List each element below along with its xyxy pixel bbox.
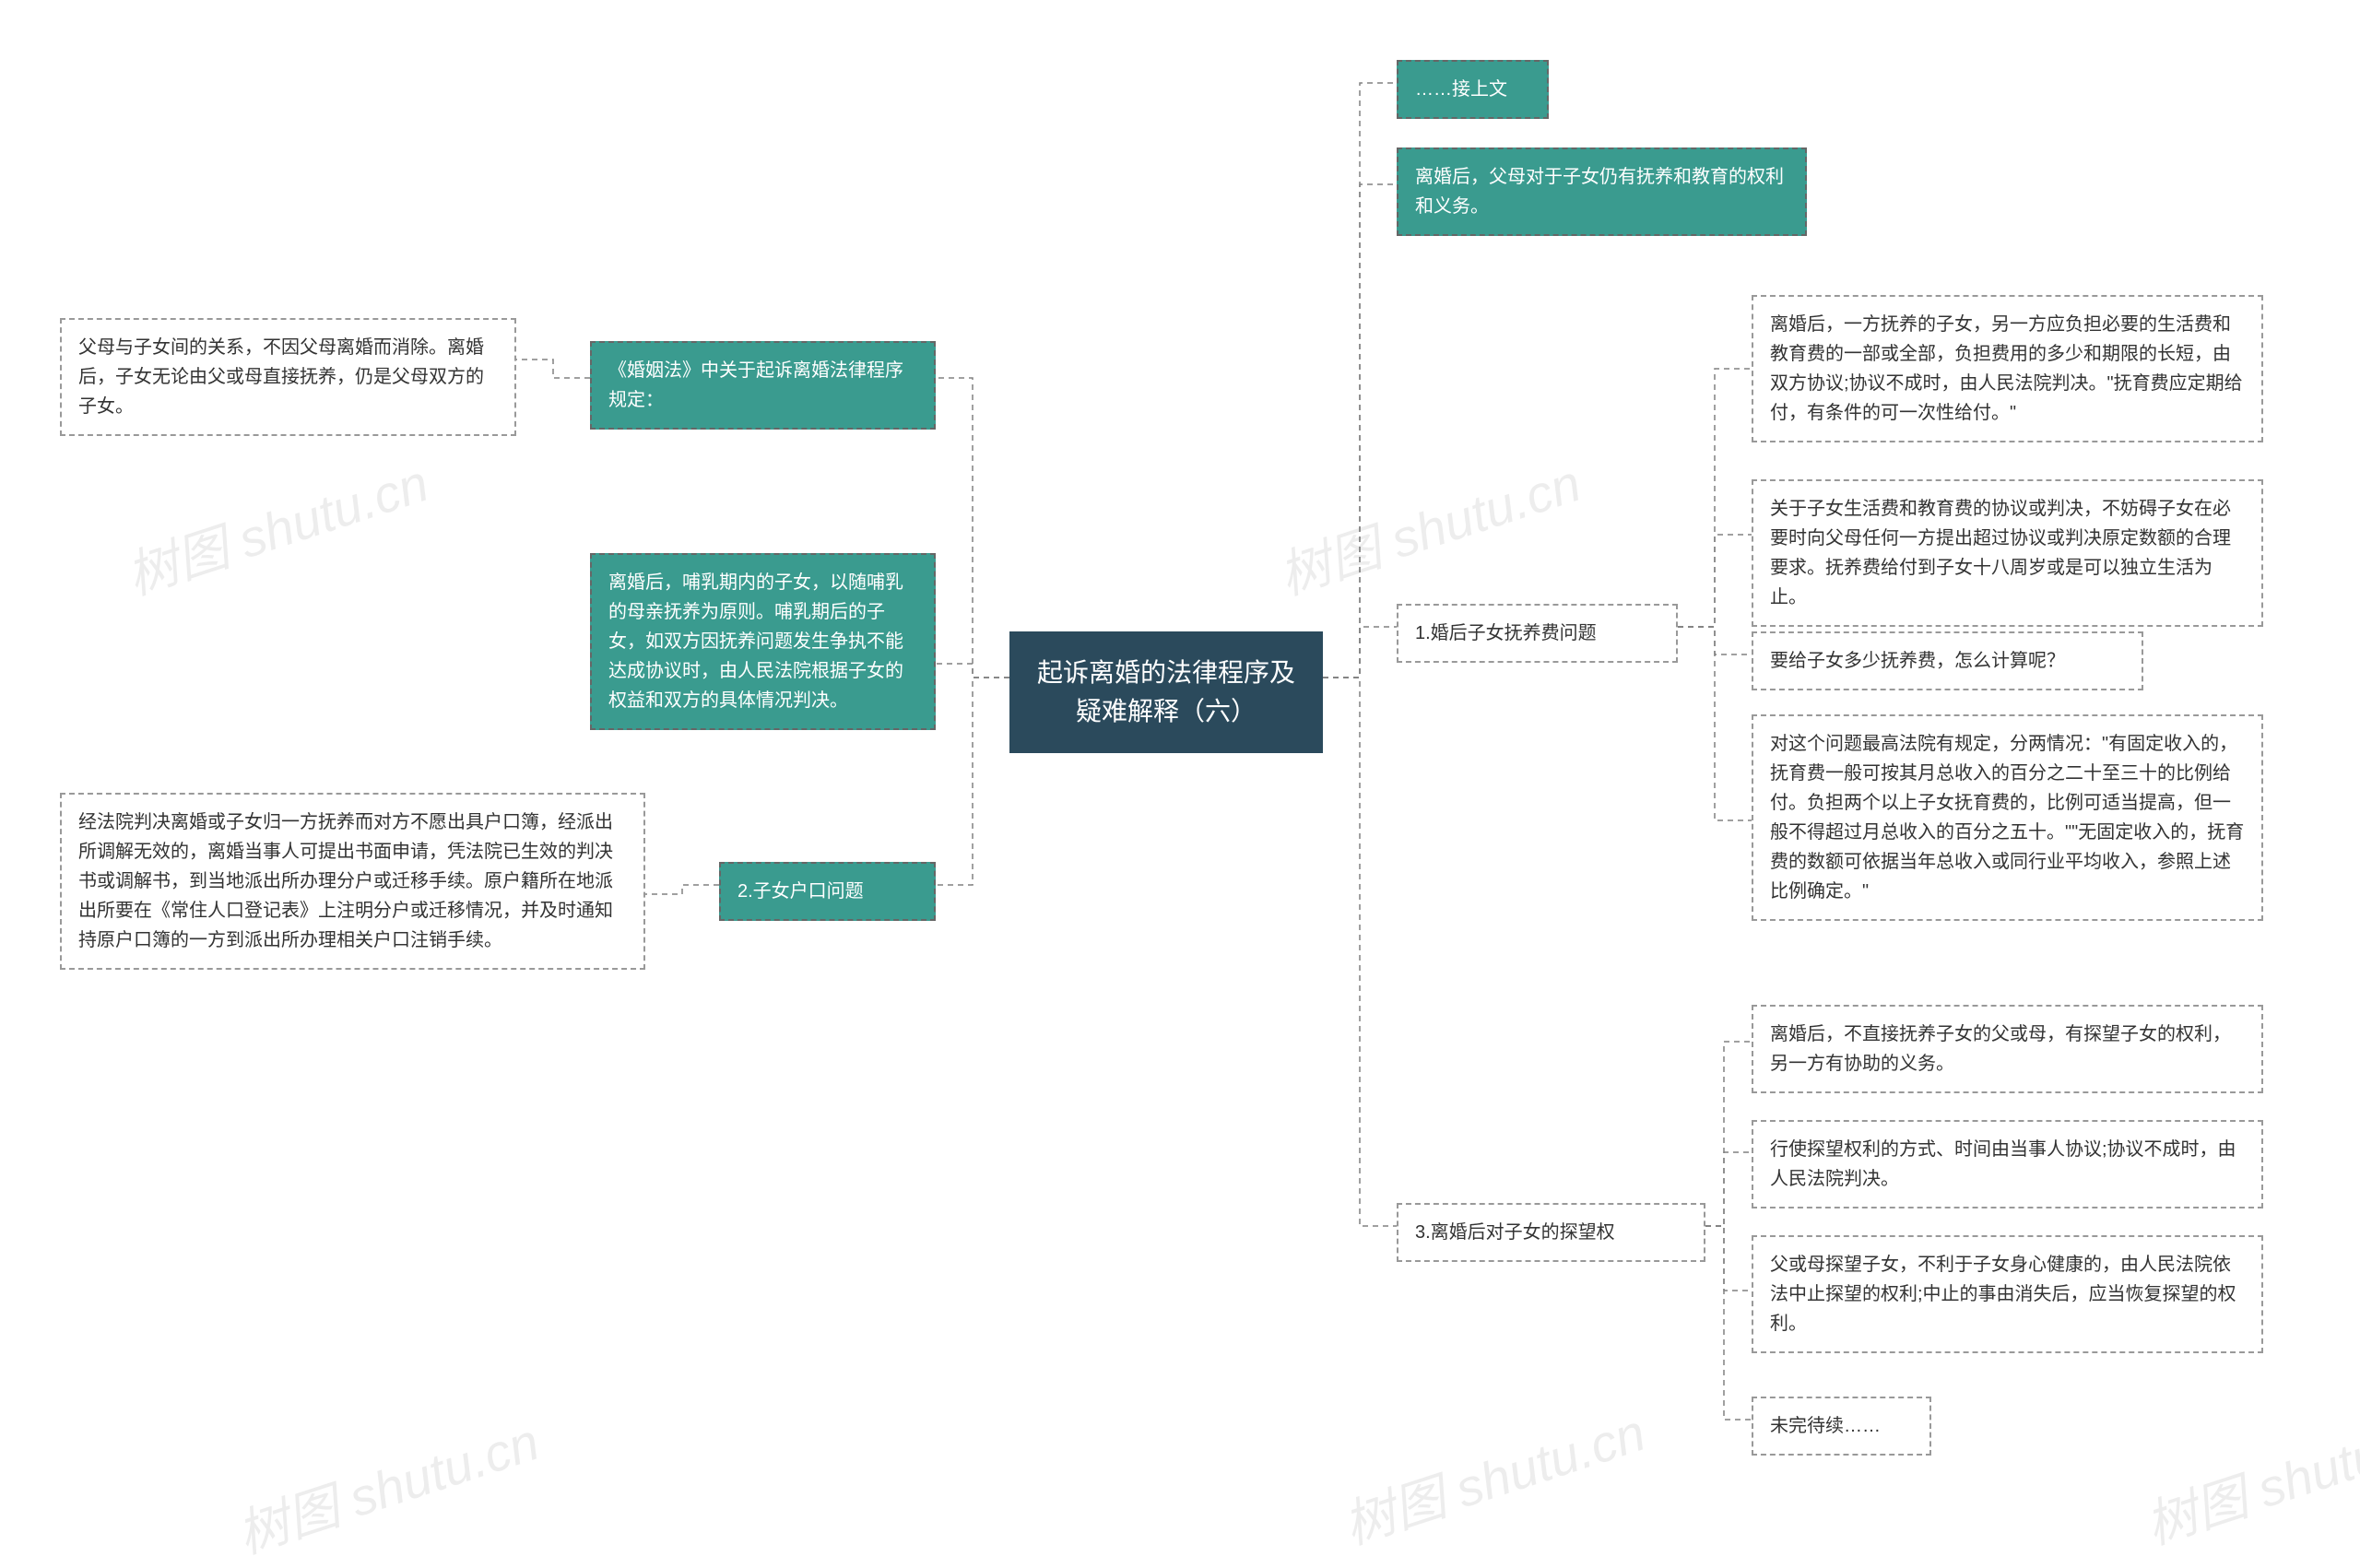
watermark: 树图 shutu.cn — [227, 1401, 548, 1568]
branch-L2: 离婚后，哺乳期内的子女，以随哺乳的母亲抚养为原则。哺乳期后的子女，如双方因抚养问… — [590, 553, 936, 730]
branch-L1: 《婚姻法》中关于起诉离婚法律程序规定： — [590, 341, 936, 430]
branch-R1: ……接上文 — [1397, 60, 1549, 119]
branch-L3: 2.子女户口问题 — [719, 862, 936, 921]
leaf-R3a: 离婚后，一方抚养的子女，另一方应负担必要的生活费和教育费的一部或全部，负担费用的… — [1752, 295, 2263, 442]
watermark: 树图 shutu.cn — [1333, 1392, 1654, 1560]
leaf-R4d: 未完待续…… — [1752, 1397, 1931, 1456]
branch-R3: 1.婚后子女抚养费问题 — [1397, 604, 1678, 663]
leaf-L3a: 经法院判决离婚或子女归一方抚养而对方不愿出具户口簿，经派出所调解无效的，离婚当事… — [60, 793, 645, 970]
leaf-R4b: 行使探望权利的方式、时间由当事人协议;协议不成时，由人民法院判决。 — [1752, 1120, 2263, 1208]
leaf-R4a: 离婚后，不直接抚养子女的父或母，有探望子女的权利，另一方有协助的义务。 — [1752, 1005, 2263, 1093]
watermark: 树图 shutu.cn — [1268, 442, 1589, 610]
leaf-R3c: 要给子女多少抚养费，怎么计算呢？ — [1752, 631, 2143, 690]
branch-R2: 离婚后，父母对于子女仍有抚养和教育的权利和义务。 — [1397, 147, 1807, 236]
leaf-R3d: 对这个问题最高法院有规定，分两情况："有固定收入的，抚育费一般可按其月总收入的百… — [1752, 714, 2263, 921]
watermark: 树图 shutu.cn — [2135, 1392, 2360, 1560]
center-node: 起诉离婚的法律程序及疑难解释（六） — [1009, 631, 1323, 753]
branch-R4: 3.离婚后对子女的探望权 — [1397, 1203, 1705, 1262]
leaf-L1a: 父母与子女间的关系，不因父母离婚而消除。离婚后，子女无论由父或母直接抚养，仍是父… — [60, 318, 516, 436]
leaf-R4c: 父或母探望子女，不利于子女身心健康的，由人民法院依法中止探望的权利;中止的事由消… — [1752, 1235, 2263, 1353]
watermark: 树图 shutu.cn — [116, 442, 437, 610]
leaf-R3b: 关于子女生活费和教育费的协议或判决，不妨碍子女在必要时向父母任何一方提出超过协议… — [1752, 479, 2263, 627]
